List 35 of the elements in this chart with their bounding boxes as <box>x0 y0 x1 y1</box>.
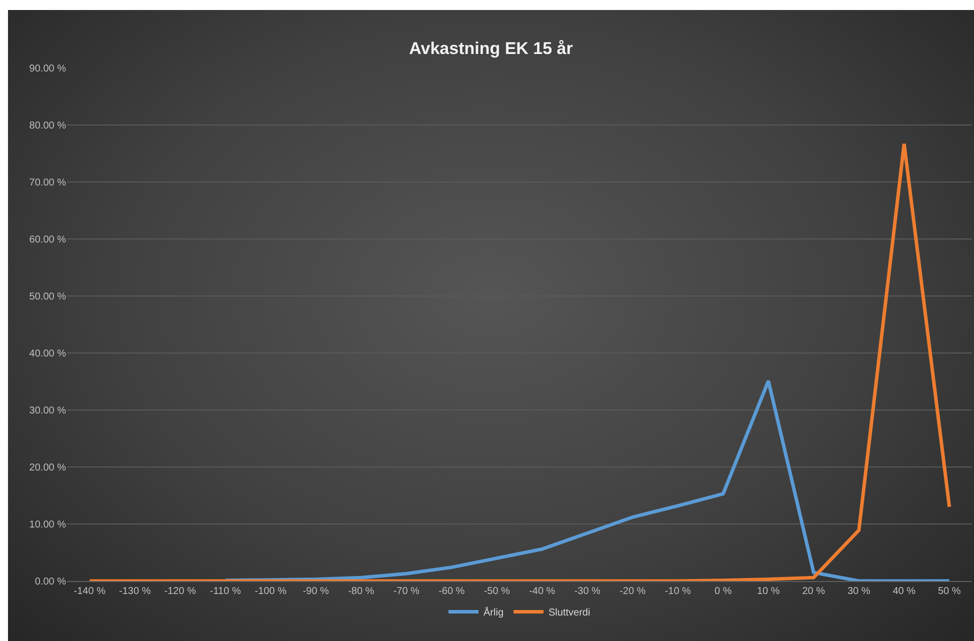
y-tick-label: 50.00 % <box>29 292 66 302</box>
legend-label: Sluttverdi <box>548 608 590 619</box>
x-tick-label: -100 % <box>254 586 287 597</box>
legend-label: Årlig <box>484 606 504 619</box>
y-tick-label: 10.00 % <box>29 520 66 530</box>
x-tick-label: -120 % <box>164 586 196 597</box>
x-tick-label: -140 % <box>74 586 106 597</box>
x-tick-label: -30 % <box>574 586 601 597</box>
x-tick-label: -10 % <box>664 586 692 597</box>
y-tick-label: 60.00 % <box>29 234 66 246</box>
x-tick-label: 30 % <box>847 586 870 597</box>
y-tick-label: 30.00 % <box>29 406 66 416</box>
y-tick-label: 40.00 % <box>29 348 66 360</box>
y-tick-label: 0.00 % <box>34 576 66 588</box>
line-series <box>224 379 952 581</box>
y-tick-label: 70.00 % <box>29 178 66 188</box>
x-tick-label: 0 % <box>714 586 732 597</box>
x-tick-label: -40 % <box>529 586 556 597</box>
x-tick-label: -80 % <box>348 586 374 597</box>
y-tick-label: 80.00 % <box>29 120 66 132</box>
y-tick-label: 90.00 % <box>29 64 66 74</box>
x-tick-label: -60 % <box>438 586 465 597</box>
x-tick-label: -90 % <box>302 586 330 597</box>
line-series <box>88 142 952 581</box>
x-tick-label: 10 % <box>756 586 780 597</box>
y-tick-label: 20.00 % <box>29 462 66 474</box>
x-tick-label: 40 % <box>892 586 916 597</box>
x-tick-label: -20 % <box>620 586 646 597</box>
x-tick-label: -130 % <box>119 586 151 597</box>
x-tick-label: 20 % <box>802 586 826 597</box>
x-tick-label: -70 % <box>393 586 420 597</box>
chart-title: Avkastning EK 15 år <box>409 38 574 58</box>
x-tick-label: -50 % <box>484 586 510 597</box>
x-tick-label: -110 % <box>210 586 241 597</box>
x-tick-label: 50 % <box>938 586 961 597</box>
